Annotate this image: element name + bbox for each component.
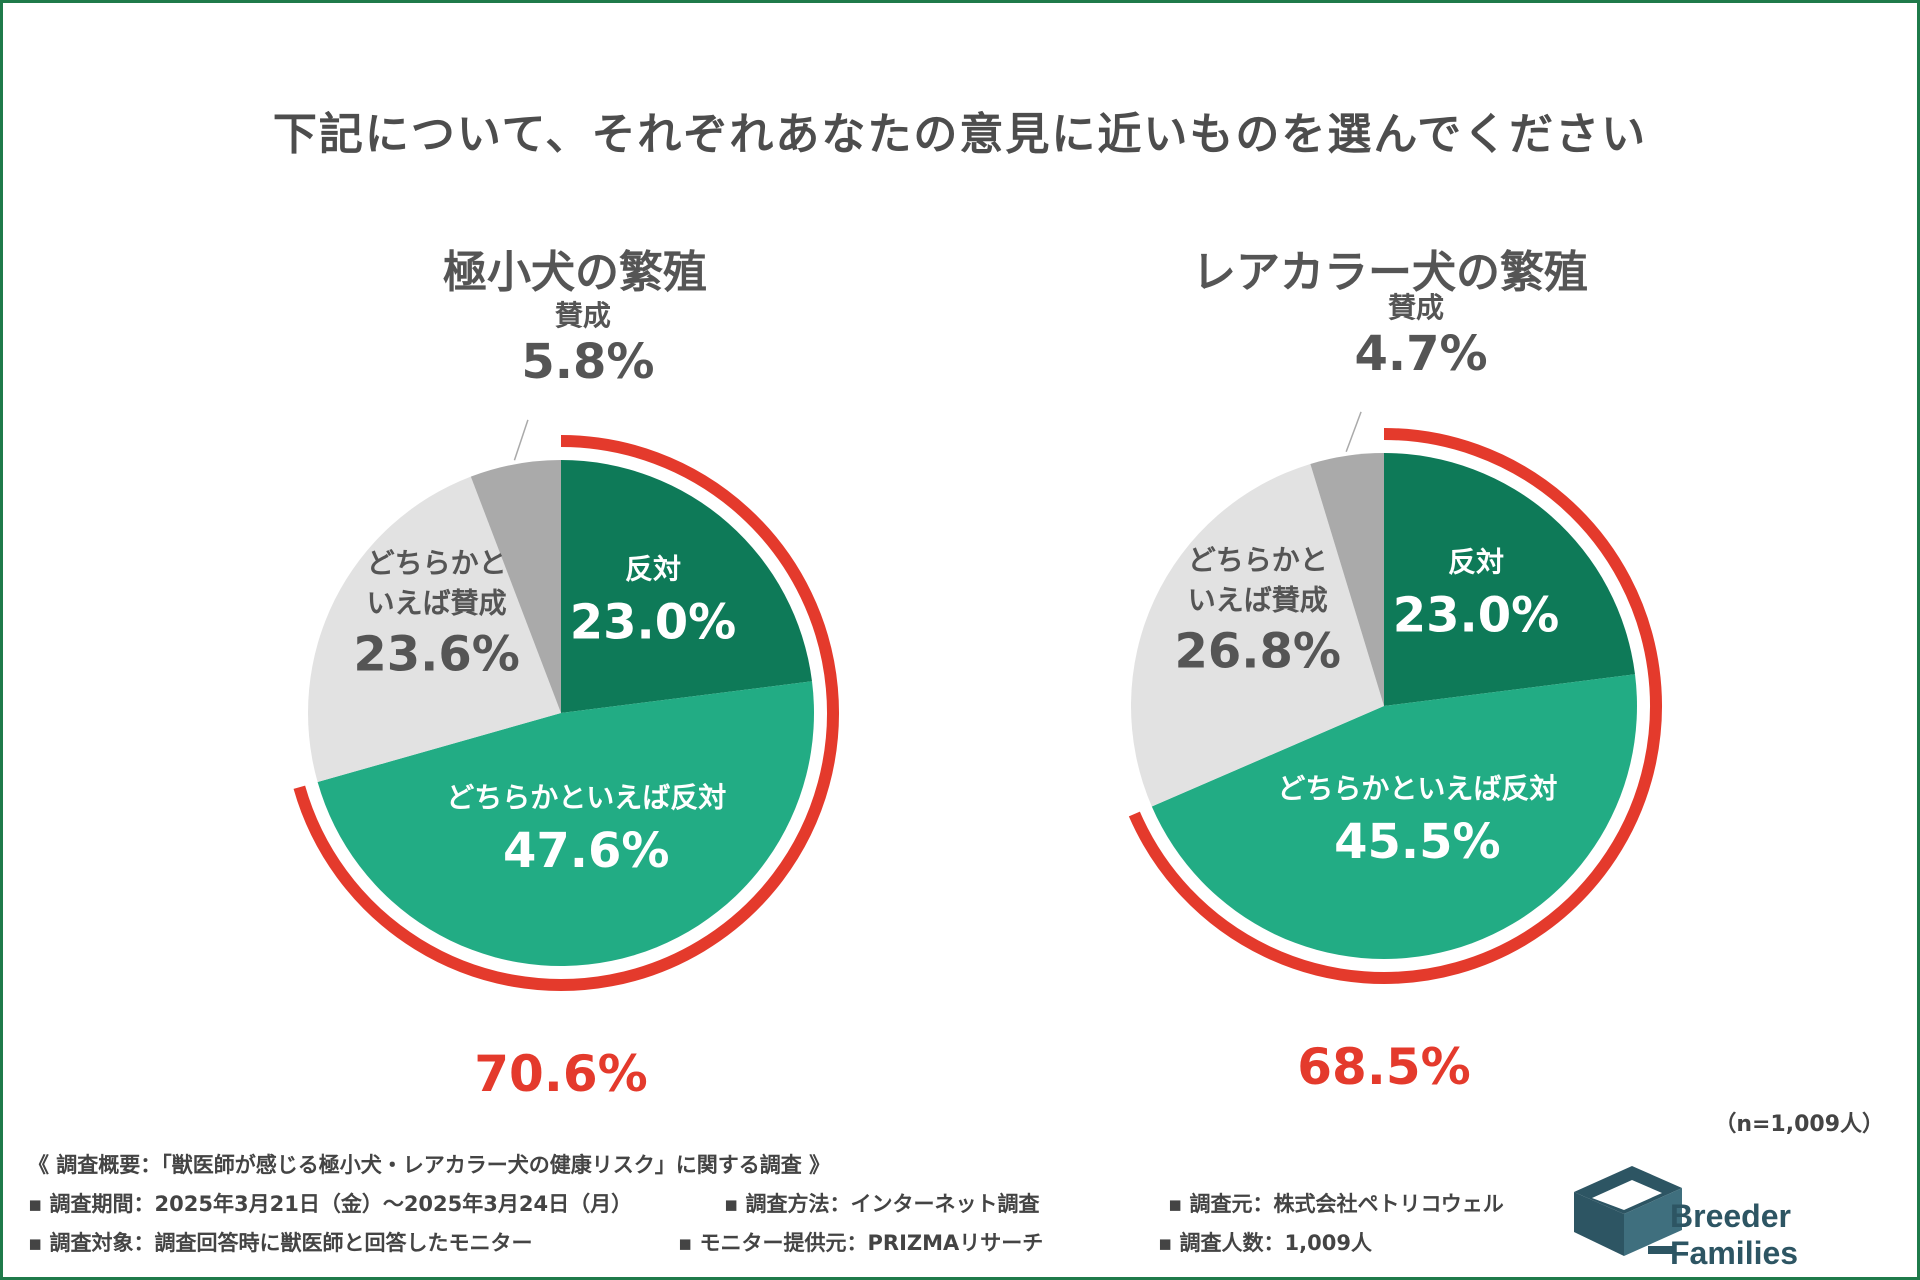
chart-2-label-somewhat-agree-1: どちらかと <box>1188 544 1328 577</box>
chart-2-title: レアカラー犬の繁殖 <box>1192 247 1588 298</box>
chart-2-label-somewhat-agree-2: いえば賛成 <box>1188 584 1328 617</box>
chart-1-label-somewhat-oppose: どちらかといえば反対 <box>446 781 726 814</box>
chart-1-value-somewhat-oppose: 47.6% <box>503 823 670 879</box>
chart-1-value-somewhat-agree: 23.6% <box>353 627 520 683</box>
cube-logo-icon <box>1574 1166 1682 1256</box>
chart-2-value-oppose: 23.0% <box>1393 588 1560 644</box>
chart-2-label-somewhat-oppose: どちらかといえば反対 <box>1277 772 1557 805</box>
chart-2-slice-3 <box>1131 463 1384 807</box>
chart-2-value-agree: 4.7% <box>1354 326 1487 382</box>
chart-1-title: 極小犬の繁殖 <box>443 247 707 298</box>
chart-1-leader-line <box>513 419 529 461</box>
chart-1-value-agree: 5.8% <box>521 334 654 390</box>
survey-provider: ▪ モニター提供元：PRIZMAリサーチ <box>678 1231 1044 1255</box>
chart-1-value-oppose: 23.0% <box>570 595 737 651</box>
survey-source: ▪ 調査元：株式会社ペトリコウェル <box>1168 1192 1504 1216</box>
chart-2-slice-2 <box>1151 674 1637 959</box>
chart-2-leader-line <box>1345 411 1362 453</box>
chart-2-highlight-arc <box>1128 428 1662 984</box>
survey-target: ▪ 調査対象：調査回答時に獣医師と回答したモニター <box>28 1231 533 1255</box>
chart-2-label-agree: 賛成 <box>1388 291 1444 324</box>
chart-1-highlight-total: 70.6% <box>474 1045 647 1103</box>
chart-2-value-somewhat-agree: 26.8% <box>1174 624 1341 680</box>
chart-2-slice-4 <box>1310 453 1384 706</box>
page-title: 下記について、それぞれあなたの意見に近いものを選んでください <box>272 109 1648 160</box>
survey-method: ▪ 調査方法：インターネット調査 <box>724 1192 1040 1216</box>
chart-2-slice-1 <box>1384 453 1636 706</box>
chart-1-label-somewhat-agree-1: どちらかと <box>367 547 507 580</box>
survey-count: ▪ 調査人数：1,009人 <box>1158 1231 1372 1255</box>
chart-2-label-oppose: 反対 <box>1448 546 1504 579</box>
chart-1-slice-2 <box>317 681 814 966</box>
chart-1-label-agree: 賛成 <box>555 299 611 332</box>
chart-1-label-oppose: 反対 <box>625 553 681 586</box>
chart-1-slice-1 <box>561 460 813 713</box>
survey-period: ▪ 調査期間：2025年3月21日（金）〜2025年3月24日（月） <box>28 1192 633 1216</box>
brand-name: Breeder Families <box>1670 1198 1799 1271</box>
survey-title: 《 調査概要：「獣医師が感じる極小犬・レアカラー犬の健康リスク」に関する調査 》 <box>28 1153 831 1177</box>
sample-size-label: （n=1,009人） <box>1714 1112 1884 1137</box>
chart-1-slice-4 <box>470 460 561 713</box>
chart-1-highlight-arc <box>293 435 839 991</box>
chart-2-value-somewhat-oppose: 45.5% <box>1334 814 1501 870</box>
chart-1-slice-3 <box>308 476 561 783</box>
chart-2-highlight-total: 68.5% <box>1297 1038 1470 1096</box>
chart-1-label-somewhat-agree-2: いえば賛成 <box>367 587 507 620</box>
